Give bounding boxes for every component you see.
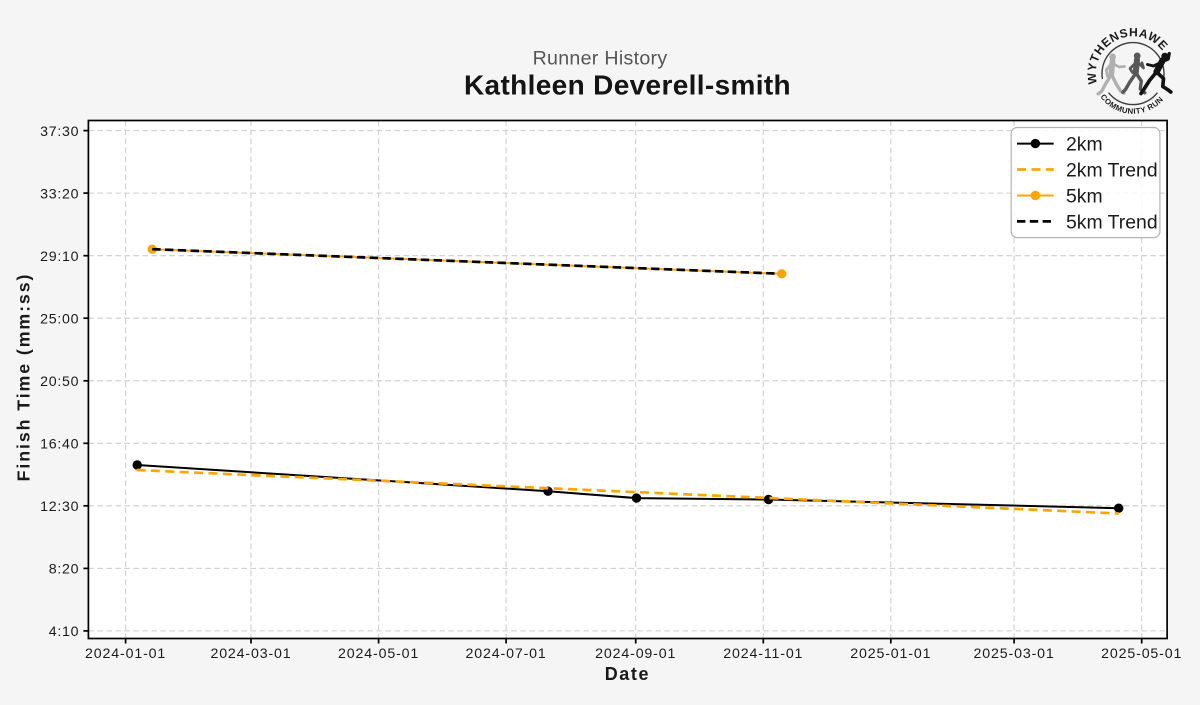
svg-text:25:00: 25:00 <box>40 311 79 327</box>
svg-text:2km: 2km <box>1066 134 1103 156</box>
svg-text:Runner History: Runner History <box>533 47 668 69</box>
svg-text:2025-05-01: 2025-05-01 <box>1101 646 1182 662</box>
svg-text:8:20: 8:20 <box>49 562 79 578</box>
svg-text:2024-03-01: 2024-03-01 <box>210 646 291 662</box>
svg-text:2024-11-01: 2024-11-01 <box>723 646 803 662</box>
svg-text:5km Trend: 5km Trend <box>1066 211 1158 233</box>
svg-text:4:10: 4:10 <box>49 624 79 640</box>
svg-text:33:20: 33:20 <box>40 186 79 202</box>
svg-text:2025-01-01: 2025-01-01 <box>850 646 931 662</box>
svg-text:Kathleen Deverell-smith: Kathleen Deverell-smith <box>464 70 791 101</box>
svg-text:2024-07-01: 2024-07-01 <box>466 646 547 662</box>
svg-text:2km Trend: 2km Trend <box>1066 159 1158 181</box>
svg-text:2025-03-01: 2025-03-01 <box>974 646 1055 662</box>
svg-text:29:10: 29:10 <box>40 249 79 265</box>
svg-text:5km: 5km <box>1066 185 1103 207</box>
svg-text:2024-01-01: 2024-01-01 <box>85 646 166 662</box>
svg-text:2024-05-01: 2024-05-01 <box>338 646 419 662</box>
svg-text:12:30: 12:30 <box>40 499 79 515</box>
svg-text:2024-09-01: 2024-09-01 <box>595 646 676 662</box>
svg-text:16:40: 16:40 <box>40 437 79 453</box>
svg-text:37:30: 37:30 <box>40 124 79 140</box>
svg-text:Finish Time (mm:ss): Finish Time (mm:ss) <box>14 273 34 482</box>
svg-text:20:50: 20:50 <box>40 374 79 390</box>
svg-text:Date: Date <box>605 664 650 684</box>
